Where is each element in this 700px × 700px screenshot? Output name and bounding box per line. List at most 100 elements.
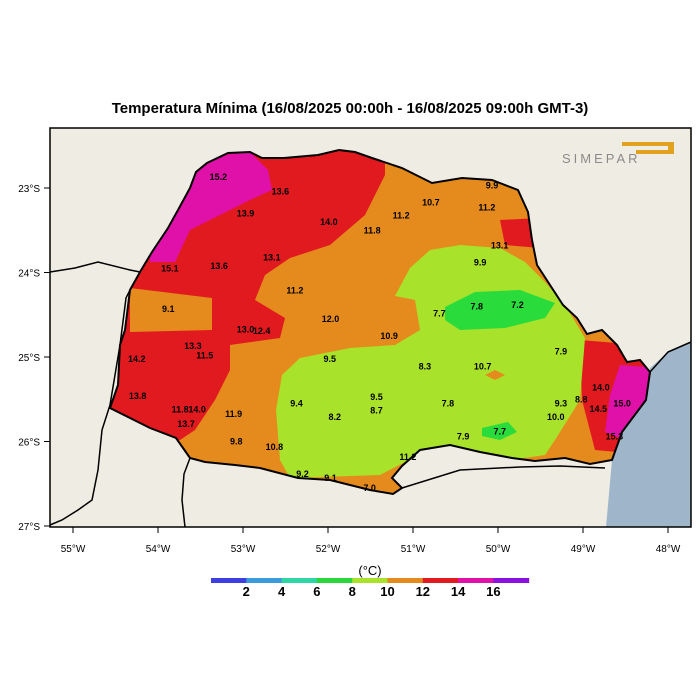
station-value: 13.0 [237, 324, 255, 334]
station-value: 10.9 [380, 331, 398, 341]
station-value: 11.2 [393, 210, 410, 220]
lon-tick-label: 55°W [61, 544, 86, 555]
station-value: 8.7 [370, 405, 383, 415]
station-value: 13.6 [210, 261, 228, 271]
band-14-16-coast [605, 365, 650, 440]
colorbar-swatch [387, 578, 424, 583]
station-value: 9.5 [370, 392, 383, 402]
lat-tick-label: 26°S [18, 438, 40, 449]
band-6-8-south [482, 422, 517, 440]
station-value: 13.1 [491, 241, 509, 251]
lat-tick-label: 25°S [18, 353, 40, 364]
station-value: 13.8 [129, 391, 147, 401]
station-value: 9.1 [324, 473, 337, 483]
lon-tick-label: 48°W [656, 544, 681, 555]
colorbar-swatch [246, 578, 283, 583]
band-10-12-pocket [130, 288, 212, 332]
station-value: 13.9 [237, 209, 255, 219]
lat-tick-label: 23°S [18, 184, 40, 195]
station-value: 11.2 [286, 285, 303, 295]
station-value: 15.2 [210, 172, 228, 182]
station-value: 9.1 [162, 304, 175, 314]
station-value: 11.8 [172, 405, 189, 415]
lon-tick-label: 50°W [486, 544, 511, 555]
simepar-logo: SIMEPAR [562, 142, 674, 166]
station-value: 9.4 [290, 399, 303, 409]
station-value: 7.2 [511, 300, 524, 310]
band-6-8-east [445, 290, 555, 330]
band-10-12-spot [485, 370, 505, 380]
lon-tick-label: 49°W [571, 544, 596, 555]
lon-tick-label: 53°W [231, 544, 256, 555]
station-value: 13.3 [184, 341, 202, 351]
station-value: 9.5 [323, 354, 336, 364]
colorbar-swatch [458, 578, 494, 583]
lat-tick-label: 27°S [18, 522, 40, 533]
station-value: 9.9 [486, 181, 499, 191]
station-value: 7.8 [442, 399, 455, 409]
band-14-16-north [150, 150, 272, 262]
station-value: 7.7 [493, 427, 506, 437]
station-value: 13.7 [177, 419, 195, 429]
station-value: 11.2 [399, 452, 416, 462]
station-value: 11.2 [478, 203, 495, 213]
colorbar-label: 16 [486, 584, 500, 599]
station-value: 14.0 [320, 217, 338, 227]
station-value: 14.0 [592, 383, 610, 393]
colorbar-swatch [493, 578, 530, 583]
station-value: 7.8 [470, 302, 483, 312]
station-value: 11.5 [196, 351, 213, 361]
parana-border [108, 148, 652, 496]
station-value: 15.0 [613, 399, 631, 409]
station-value: 11.8 [364, 225, 381, 235]
station-value: 15.3 [606, 432, 624, 442]
station-value: 13.1 [263, 253, 281, 263]
lat-tick-label: 24°S [18, 269, 40, 280]
temperature-field [110, 150, 650, 494]
colorbar-label: 10 [380, 584, 394, 599]
station-values: 15.213.613.914.011.210.79.911.213.111.81… [128, 172, 631, 493]
colorbar-label: 6 [313, 584, 320, 599]
station-value: 9.8 [230, 437, 243, 447]
station-value: 7.0 [363, 483, 376, 493]
station-value: 15.1 [161, 263, 179, 273]
station-value: 8.3 [419, 362, 432, 372]
station-value: 10.0 [547, 412, 565, 422]
colorbar-swatch [422, 578, 459, 583]
station-value: 7.9 [555, 346, 568, 356]
station-value: 7.9 [457, 432, 470, 442]
station-value: 7.7 [433, 308, 446, 318]
lon-tick-label: 52°W [316, 544, 341, 555]
map-title: Temperatura Mínima (16/08/2025 00:00h - … [111, 100, 589, 117]
ocean [606, 342, 691, 527]
station-value: 10.7 [422, 198, 440, 208]
station-value: 9.9 [474, 258, 487, 268]
colorbar-label: 4 [278, 584, 286, 599]
station-value: 14.0 [188, 405, 206, 415]
colorbar-swatch [316, 578, 353, 583]
station-value: 9.3 [555, 399, 568, 409]
logo-mark-icon [622, 142, 674, 154]
station-value: 14.2 [128, 354, 146, 364]
station-value: 12.4 [253, 326, 271, 336]
longitude-ticks: 55°W 54°W 53°W 52°W 51°W 50°W 49°W 48°W [61, 527, 681, 555]
logo-text: SIMEPAR [562, 151, 641, 166]
colorbar-label: 8 [349, 584, 356, 599]
latitude-ticks: 23°S 24°S 25°S 26°S 27°S [18, 184, 50, 533]
station-value: 14.5 [590, 404, 608, 414]
colorbar: 2 4 6 8 10 12 14 16 [211, 578, 530, 599]
colorbar-swatch [352, 578, 388, 583]
station-value: 10.7 [474, 362, 492, 372]
station-value: 12.0 [322, 314, 340, 324]
station-value: 9.2 [296, 469, 309, 479]
lon-tick-label: 54°W [146, 544, 171, 555]
colorbar-swatch [281, 578, 318, 583]
lon-tick-label: 51°W [401, 544, 426, 555]
units-label: (°C) [358, 563, 381, 578]
colorbar-swatch [211, 578, 247, 583]
colorbar-label: 12 [416, 584, 430, 599]
map-frame [49, 127, 692, 528]
station-value: 8.2 [329, 412, 342, 422]
colorbar-label: 14 [451, 584, 466, 599]
